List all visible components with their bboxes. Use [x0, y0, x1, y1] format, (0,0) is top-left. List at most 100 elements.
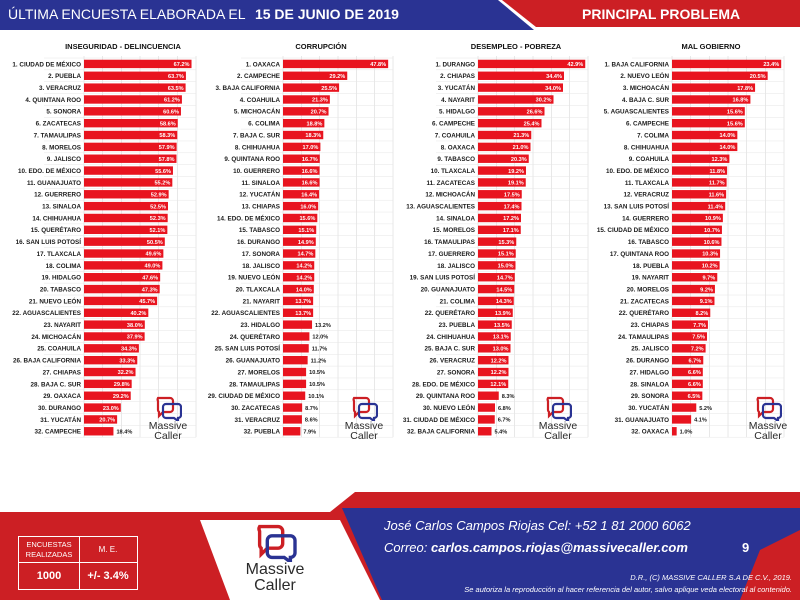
- value-label: 52.9%: [151, 192, 167, 198]
- category-label: 16. SAN LUIS POTOSÍ: [16, 237, 82, 246]
- bar: [478, 261, 516, 270]
- value-label: 52.1%: [149, 228, 165, 234]
- category-label: 19. NUEVO LEÓN: [228, 273, 281, 282]
- value-label: 15.6%: [299, 216, 315, 222]
- value-label: 17.0%: [303, 145, 319, 151]
- category-label: 15. CIUDAD DE MÉXICO: [597, 225, 669, 234]
- bar: [283, 403, 303, 412]
- sample-header-done: REALIZADAS: [25, 550, 73, 559]
- category-label: 4. QUINTANA ROO: [25, 97, 81, 104]
- value-label: 63.5%: [168, 86, 184, 92]
- category-label: 30. NUEVO LEÓN: [423, 403, 476, 412]
- email-link[interactable]: carlos.campos.riojas@massivecaller.com: [430, 540, 688, 555]
- category-label: 10. GUERRERO: [233, 168, 280, 175]
- value-label: 40.2%: [130, 311, 146, 317]
- value-label: 12.2%: [491, 370, 507, 376]
- bar: [478, 118, 542, 128]
- category-label: 20. MORELOS: [627, 286, 669, 293]
- category-label: 14. EDO. DE MÉXICO: [217, 213, 280, 222]
- bar: [672, 332, 707, 341]
- logo-mark-icon: [156, 396, 182, 421]
- value-label: 18.4%: [116, 429, 132, 435]
- category-label: 12. GUERRERO: [34, 192, 81, 199]
- value-label: 12.1%: [490, 382, 506, 388]
- value-label: 8.6%: [305, 418, 318, 424]
- value-label: 34.4%: [546, 74, 562, 80]
- value-label: 17.8%: [737, 86, 753, 92]
- value-label: 18.8%: [306, 121, 322, 127]
- category-label: 28. BAJA C. SUR: [30, 381, 81, 388]
- bar: [84, 154, 177, 163]
- bar: [478, 71, 564, 80]
- value-label: 21.3%: [312, 98, 328, 104]
- bar: [672, 83, 756, 92]
- bar: [672, 201, 726, 211]
- chart-panel-mal-gobierno: 1. BAJA CALIFORNIA 23.4% 2. NUEVO LEÓN 20.5…: [594, 38, 790, 452]
- category-label: 25. SAN LUIS POTOSÍ: [215, 344, 281, 353]
- value-label: 15.1%: [498, 252, 514, 258]
- value-label: 12.3%: [712, 157, 728, 163]
- bar: [478, 391, 499, 400]
- bar: [283, 308, 314, 317]
- bar: [283, 71, 348, 80]
- value-label: 16.4%: [301, 192, 317, 198]
- bar: [672, 391, 703, 400]
- category-label: 11. GUANAJUATO: [27, 180, 81, 187]
- bar: [478, 320, 512, 329]
- value-label: 17.2%: [503, 216, 519, 222]
- category-label: 4. BAJA C. SUR: [622, 97, 669, 104]
- sample-table-divider: [79, 537, 80, 589]
- bar: [84, 201, 168, 211]
- category-label: 18. COLIMA: [46, 263, 82, 270]
- category-label: 6. CAMPECHE: [626, 121, 669, 128]
- category-label: 1. DURANGO: [435, 61, 475, 68]
- bar: [84, 83, 186, 92]
- chart-panel-inseguridad: 1. CIUDAD DE MÉXICO 67.2% 2. PUEBLA 63.7% 3.…: [6, 38, 202, 452]
- bar: [478, 237, 517, 246]
- category-label: 7. TAMAULIPAS: [34, 132, 81, 139]
- value-label: 6.6%: [688, 370, 701, 376]
- logo-text-caller: Caller: [544, 430, 572, 442]
- bar: [84, 379, 132, 389]
- chart-corrupcion: 1. OAXACA 47.8% 2. CAMPECHE 29.2% 3. BAJA CA…: [208, 56, 394, 438]
- category-label: 22. QUERÉTARO: [619, 308, 669, 317]
- value-label: 13.9%: [495, 311, 511, 317]
- value-label: 16.7%: [302, 157, 318, 163]
- value-label: 19.2%: [508, 169, 524, 175]
- bar: [84, 166, 173, 175]
- bar: [84, 249, 164, 258]
- category-label: 17. SONORA: [242, 251, 281, 258]
- bar: [283, 118, 325, 128]
- category-label: 24. TAMAULIPAS: [618, 334, 669, 341]
- bar: [672, 415, 692, 424]
- category-label: 23. HIDALGO: [240, 322, 280, 329]
- category-label: 20. TLAXCALA: [236, 286, 281, 293]
- category-label: 10. EDO. DE MÉXICO: [606, 166, 669, 175]
- category-label: 23. PUEBLA: [439, 322, 476, 329]
- bar: [672, 261, 720, 270]
- category-label: 27. CHIAPAS: [43, 369, 81, 376]
- value-label: 55.6%: [155, 169, 171, 175]
- category-label: 9. QUINTANA ROO: [224, 156, 280, 163]
- bar: [84, 284, 160, 294]
- value-label: 25.4%: [524, 121, 540, 127]
- bar: [84, 118, 178, 128]
- value-label: 4.1%: [694, 418, 707, 424]
- bar: [283, 391, 306, 400]
- value-label: 6.5%: [688, 394, 701, 400]
- bar: [672, 308, 711, 317]
- category-label: 24. QUERÉTARO: [230, 332, 280, 341]
- bar: [672, 320, 708, 329]
- value-label: 47.3%: [142, 287, 158, 293]
- category-label: 29. QUINTANA ROO: [416, 393, 475, 400]
- category-label: 15. TABASCO: [239, 227, 280, 234]
- value-label: 6.7%: [689, 358, 702, 364]
- category-label: 7. COLIMA: [637, 132, 669, 139]
- value-label: 33.3%: [119, 358, 135, 364]
- bar: [84, 403, 121, 412]
- sample-info-table: ENCUESTAS REALIZADAS M. E. 1000 +/- 3.4%: [18, 536, 138, 590]
- category-label: 2. PUEBLA: [48, 73, 81, 80]
- bar: [672, 427, 677, 436]
- category-label: 10. TLAXCALA: [431, 168, 476, 175]
- value-label: 52.5%: [150, 204, 166, 210]
